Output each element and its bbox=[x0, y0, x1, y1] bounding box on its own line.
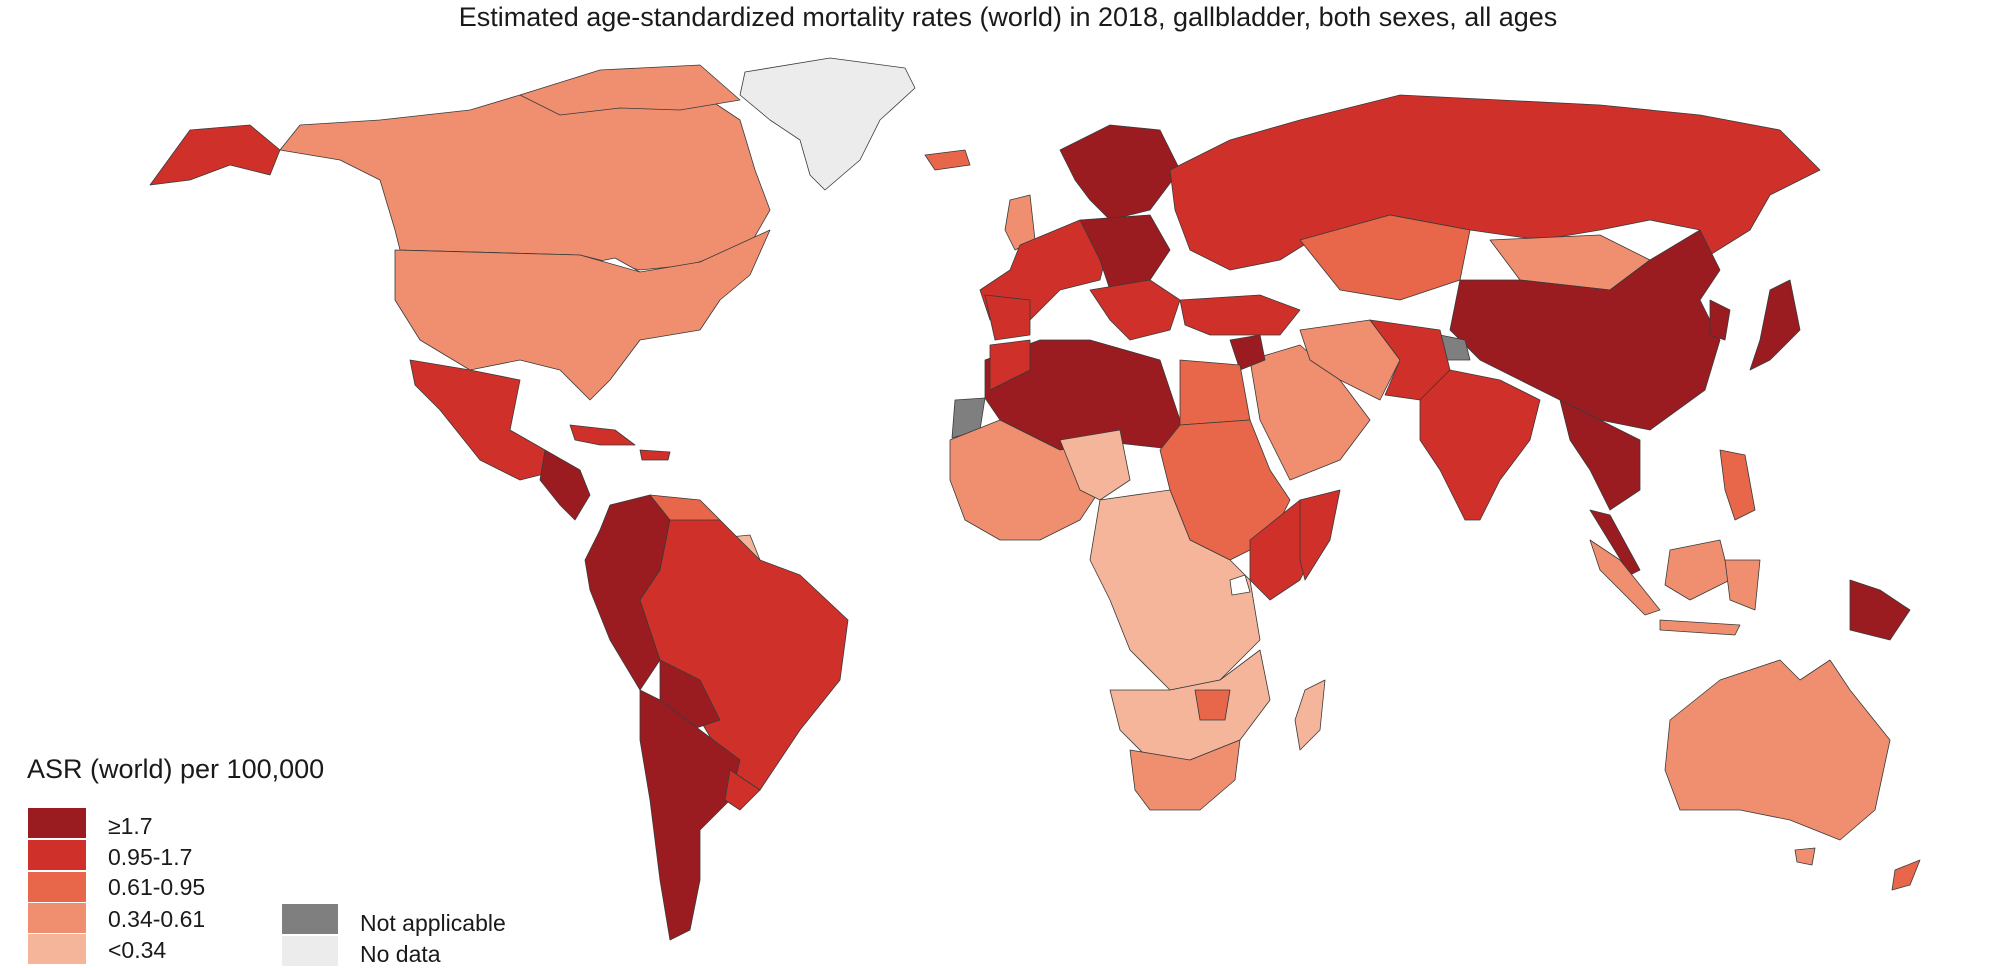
region-mexico bbox=[409, 359, 561, 481]
region-south-africa bbox=[1129, 739, 1241, 811]
region-southern-africa bbox=[1109, 649, 1271, 761]
legend-label-1: ≥1.7 bbox=[108, 813, 153, 839]
region-india bbox=[1419, 369, 1541, 521]
legend-label-3: 0.61-0.95 bbox=[108, 874, 206, 900]
region-levant bbox=[1229, 334, 1266, 371]
legend-swatch-4 bbox=[28, 903, 86, 933]
region-sumatra bbox=[1589, 539, 1661, 616]
region-malay bbox=[1589, 509, 1641, 576]
legend-swatch-no-data bbox=[282, 936, 338, 966]
region-se-asia bbox=[1559, 399, 1641, 511]
map-title: Estimated age-standardized mortality rat… bbox=[458, 2, 1558, 32]
legend-label-5: <0.34 bbox=[108, 937, 167, 963]
region-greenland bbox=[739, 57, 916, 191]
region-central-africa bbox=[1089, 489, 1261, 691]
region-korea bbox=[1709, 299, 1731, 341]
legend-swatch-2 bbox=[28, 840, 86, 870]
region-southern-cone bbox=[639, 689, 741, 941]
region-madagascar bbox=[1294, 679, 1326, 751]
region-egypt bbox=[1179, 359, 1251, 426]
legend-swatch-1 bbox=[28, 808, 86, 838]
region-uruguay bbox=[724, 769, 761, 811]
region-zimbabwe bbox=[1194, 689, 1231, 721]
region-caribbean-east bbox=[639, 449, 671, 461]
region-tasmania bbox=[1794, 847, 1816, 866]
region-usa bbox=[394, 229, 771, 401]
region-sahel bbox=[1059, 429, 1131, 501]
region-balkans bbox=[1089, 279, 1181, 341]
region-iceland bbox=[924, 149, 971, 171]
region-new-zealand bbox=[1891, 859, 1921, 891]
legend-label-no-data: No data bbox=[360, 941, 441, 967]
legend-title: ASR (world) per 100,000 bbox=[27, 754, 325, 784]
region-java bbox=[1659, 619, 1741, 636]
legend-swatch-not-applicable bbox=[282, 904, 338, 934]
region-china bbox=[1449, 229, 1721, 431]
region-caribbean bbox=[569, 424, 636, 446]
region-brazil bbox=[639, 519, 849, 791]
legend-swatch-3 bbox=[28, 872, 86, 902]
region-canada bbox=[279, 79, 771, 271]
region-morocco bbox=[989, 339, 1031, 391]
region-canada-islands bbox=[519, 64, 741, 116]
region-lake-victoria bbox=[1229, 574, 1251, 596]
region-japan bbox=[1749, 279, 1801, 371]
region-borneo bbox=[1664, 539, 1731, 601]
legend-label-2: 0.95-1.7 bbox=[108, 844, 193, 870]
legend-label-not-applicable: Not applicable bbox=[360, 910, 506, 936]
legend-label-4: 0.34-0.61 bbox=[108, 906, 206, 932]
region-alaska bbox=[149, 124, 281, 186]
region-sulawesi bbox=[1724, 559, 1761, 611]
region-west-africa bbox=[949, 419, 1101, 541]
region-somalia bbox=[1299, 489, 1341, 581]
legend-swatch-5 bbox=[28, 934, 86, 964]
region-central-america bbox=[539, 449, 591, 521]
region-iberia bbox=[984, 294, 1031, 341]
region-turkey bbox=[1179, 294, 1301, 336]
region-scandinavia bbox=[1059, 124, 1181, 221]
region-png bbox=[1849, 579, 1911, 641]
region-australia bbox=[1664, 659, 1891, 841]
region-philippines bbox=[1719, 449, 1756, 521]
